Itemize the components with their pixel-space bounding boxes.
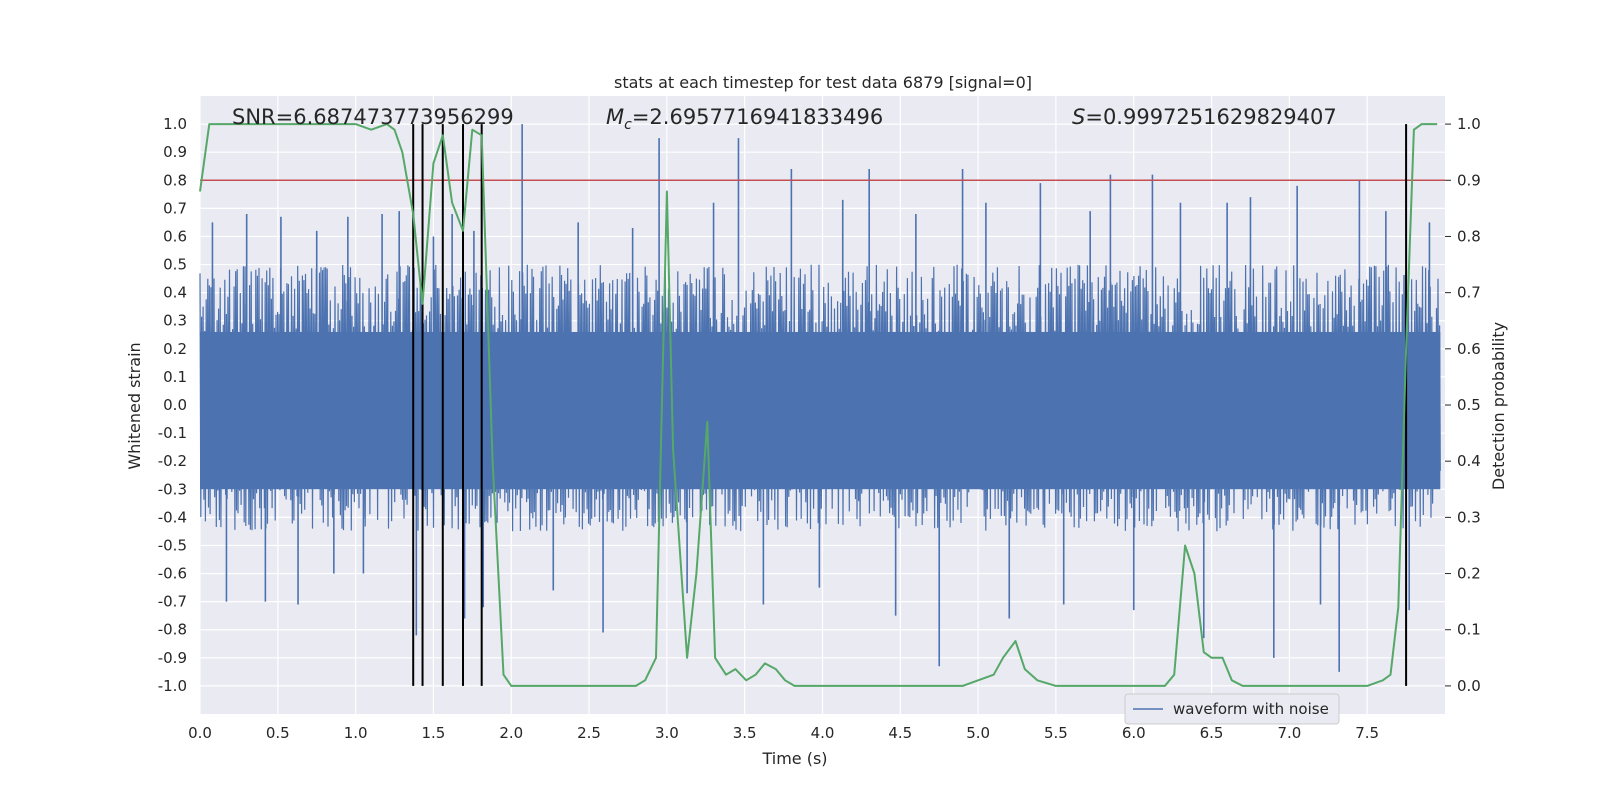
- x-tick-label: 1.0: [344, 724, 368, 742]
- y-tick-label: 0.0: [163, 396, 187, 414]
- x-tick-label: 5.5: [1044, 724, 1068, 742]
- y-tick-label: -0.3: [158, 480, 187, 498]
- y2-tick-label: 0.6: [1457, 340, 1481, 358]
- x-axis-label: Time (s): [761, 749, 827, 768]
- y2-tick-labels: 1.0 0.9 0.8 0.7 0.6 0.5 0.4 0.3 0.2 0.1 0.0: [1445, 115, 1481, 695]
- s-symbol: S: [1072, 105, 1085, 129]
- legend-box: [1124, 693, 1340, 725]
- s-annotation: S=0.9997251629829407: [1072, 105, 1337, 129]
- x-tick-label: 6.5: [1200, 724, 1224, 742]
- x-tick-label: 1.5: [422, 724, 446, 742]
- x-tick-label: 3.0: [655, 724, 679, 742]
- y-tick-label: -0.6: [158, 565, 187, 583]
- y2-tick-label: 1.0: [1457, 115, 1481, 133]
- x-tick-label: 7.5: [1355, 724, 1379, 742]
- x-tick-label: 4.0: [811, 724, 835, 742]
- x-tick-label: 2.0: [499, 724, 523, 742]
- y-tick-label: 0.3: [163, 312, 187, 330]
- x-tick-label: 0.5: [266, 724, 290, 742]
- y2-tick-label: 0.7: [1457, 284, 1481, 302]
- y-tick-label: -0.5: [158, 536, 187, 554]
- x-tick-label: 5.0: [966, 724, 990, 742]
- snr-annotation: SNR=6.687473773956299: [232, 105, 514, 129]
- y-tick-label: 0.8: [163, 171, 187, 189]
- y-tick-label: 0.2: [163, 340, 187, 358]
- y2-axis-label: Detection probability: [1489, 322, 1508, 490]
- y-tick-label: -0.2: [158, 452, 187, 470]
- plot-contents: [199, 123, 1445, 687]
- y-tick-label: -0.8: [158, 621, 187, 639]
- y-tick-label: 0.1: [163, 368, 187, 386]
- y-tick-label: 0.4: [163, 284, 187, 302]
- chirp-mass-symbol: M: [606, 105, 624, 129]
- y-tick-label: -0.1: [158, 424, 187, 442]
- x-tick-label: 6.0: [1122, 724, 1146, 742]
- y2-tick-label: 0.4: [1457, 452, 1481, 470]
- x-tick-label: 4.5: [888, 724, 912, 742]
- y-tick-label: -0.9: [158, 649, 187, 667]
- y2-tick-label: 0.9: [1457, 171, 1481, 189]
- x-tick-labels: 0.0 0.5 1.0 1.5 2.0 2.5 3.0 3.5 4.0 4.5 5.0 5.5 6.0 6…: [188, 724, 1379, 742]
- chirp-mass-annotation: Mc=2.6957716941833496: [606, 105, 883, 133]
- y-tick-label: 1.0: [163, 115, 187, 133]
- y-tick-labels: 1.0 0.9 0.8 0.7 0.6 0.5 0.4 0.3 0.2 0.1 0.0 -0.1 -0.…: [158, 115, 187, 695]
- x-tick-label: 3.5: [733, 724, 757, 742]
- y2-tick-label: 0.1: [1457, 621, 1481, 639]
- y2-tick-label: 0.3: [1457, 508, 1481, 526]
- y2-tick-label: 0.2: [1457, 565, 1481, 583]
- y-axis-label: Whitened strain: [125, 342, 144, 469]
- chirp-mass-value: =2.6957716941833496: [632, 105, 883, 129]
- s-value: =0.9997251629829407: [1085, 105, 1336, 129]
- y-tick-label: 0.6: [163, 227, 187, 245]
- y-tick-label: -0.4: [158, 508, 187, 526]
- x-tick-label: 2.5: [577, 724, 601, 742]
- x-tick-label: 7.0: [1277, 724, 1301, 742]
- y2-tick-label: 0.0: [1457, 677, 1481, 695]
- y-tick-label: 0.7: [163, 199, 187, 217]
- waveform-peaks: [211, 124, 1431, 672]
- y-tick-label: 0.9: [163, 143, 187, 161]
- legend-label-waveform: waveform with noise: [1173, 700, 1329, 718]
- y2-tick-label: 0.8: [1457, 227, 1481, 245]
- y-tick-label: 0.5: [163, 256, 187, 274]
- legend: waveform with noise: [1124, 693, 1340, 725]
- detection-probability-line: [199, 123, 1438, 687]
- x-tick-label: 0.0: [188, 724, 212, 742]
- chirp-mass-subscript: c: [624, 117, 632, 133]
- y-tick-label: -1.0: [158, 677, 187, 695]
- y2-tick-label: 0.5: [1457, 396, 1481, 414]
- y-tick-label: -0.7: [158, 593, 187, 611]
- chart-title: stats at each timestep for test data 687…: [614, 73, 1032, 92]
